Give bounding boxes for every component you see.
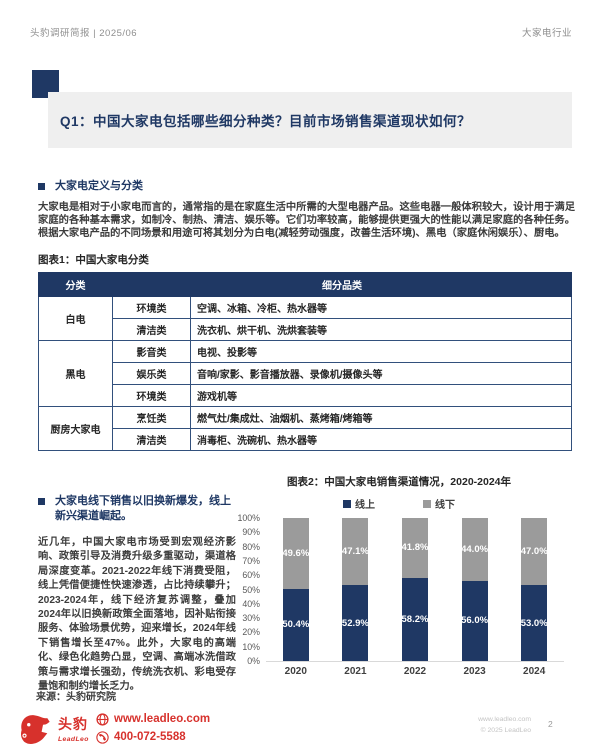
table-row: 白电 环境类 空调、冰箱、冷柜、热水器等	[38, 296, 572, 341]
bar-segment-offline: 47.1%	[342, 518, 369, 586]
square-bullet-icon	[38, 498, 45, 505]
column-header-subcategory: 细分品类	[112, 272, 572, 297]
y-axis-tick: 80%	[242, 541, 260, 552]
globe-icon	[96, 712, 109, 726]
chart-legend: 线上 线下	[226, 496, 572, 511]
category-cell: 白电	[38, 296, 113, 341]
sales-channel-chart: 图表2：中国大家电销售渠道情况，2020-2024年 线上 线下 49.6% 50.…	[226, 472, 572, 688]
table-header-row: 分类 细分品类	[38, 272, 572, 297]
square-bullet-icon	[38, 183, 45, 190]
subcategory-cell: 清洁类	[112, 428, 191, 451]
chart-bars: 49.6% 50.4% 2020 47.1% 52.9% 2021 41.8% 58.2% 20…	[266, 518, 564, 677]
y-axis-tick: 70%	[242, 555, 260, 566]
section-heading-channel: 大家电线下销售以旧换新爆发，线上新兴渠道崛起。	[38, 494, 238, 524]
bar-segment-offline: 44.0%	[461, 518, 488, 581]
website-link[interactable]: www.leadleo.com	[114, 713, 211, 725]
x-axis-label: 2023	[463, 666, 486, 677]
section-heading-definition: 大家电定义与分类	[38, 179, 558, 194]
footer-right-meta: www.leadleo.com © 2025 LeadLeo	[478, 714, 531, 736]
figure1-caption: 图表1：中国大家电分类	[38, 254, 149, 266]
stacked-bar: 41.8% 58.2% 2022	[401, 518, 428, 677]
table-row: 清洁类 洗衣机、烘干机、洗烘套装等	[39, 318, 572, 341]
legend-item: 线下	[423, 496, 455, 511]
category-cell: 厨房大家电	[38, 406, 113, 451]
y-axis-tick: 50%	[242, 584, 260, 595]
y-axis-tick: 60%	[242, 570, 260, 581]
y-axis-tick: 90%	[242, 527, 260, 538]
y-axis-tick: 20%	[242, 627, 260, 638]
subcategory-cell: 娱乐类	[112, 362, 191, 385]
table-row: 娱乐类 音响/家影、影音播放器、录像机/摄像头等	[39, 362, 572, 385]
definition-paragraph: 大家电是相对于小家电而言的，通常指的是在家庭生活中所需的大型电器产品。这些电器一…	[38, 202, 575, 239]
y-axis-tick: 10%	[242, 641, 260, 652]
source-note: 来源：头豹研究院	[36, 692, 116, 703]
x-axis-label: 2020	[284, 666, 307, 677]
bar-segment-offline: 47.0%	[521, 518, 548, 586]
classification-table: 分类 细分品类 白电 环境类 空调、冰箱、冷柜、热水器等 清洁类 洗衣机、烘干机、洗烘套…	[38, 272, 572, 451]
contact-block: www.leadleo.com 400-072-5588	[96, 711, 210, 745]
bar-segment-online: 58.2%	[401, 577, 428, 661]
items-cell: 洗衣机、烘干机、洗烘套装等	[190, 318, 572, 341]
question-title: Q1：中国大家电包括哪些细分种类？目前市场销售渠道现状如何？	[60, 114, 472, 129]
items-cell: 燃气灶/集成灶、油烟机、蒸烤箱/烤箱等	[190, 406, 572, 429]
stacked-bar: 44.0% 56.0% 2023	[461, 518, 488, 677]
channel-paragraph: 近几年，中国大家电市场受到宏观经济影响、政策引导及消费升级多重驱动，渠道格局深度…	[38, 537, 236, 693]
x-axis-label: 2024	[523, 666, 546, 677]
page-header: 头豹调研简报 | 2025/06 大家电行业	[30, 25, 572, 39]
table-row: 厨房大家电 烹饪类 燃气灶/集成灶、油烟机、蒸烤箱/烤箱等	[38, 406, 572, 451]
y-axis-tick: 40%	[242, 598, 260, 609]
stacked-bar: 49.6% 50.4% 2020	[282, 518, 309, 677]
bar-segment-online: 53.0%	[521, 585, 548, 661]
bar-segment-online: 52.9%	[342, 585, 369, 661]
report-series-label: 头豹调研简报 | 2025/06	[30, 28, 138, 39]
footer-copyright: © 2025 LeadLeo	[480, 727, 531, 734]
y-axis-tick: 30%	[242, 613, 260, 624]
legend-swatch-icon	[423, 499, 431, 508]
phone-number: 400-072-5588	[114, 731, 186, 743]
x-axis-label: 2022	[403, 666, 427, 677]
phone-icon	[96, 730, 109, 744]
items-cell: 电视、投影等	[190, 340, 572, 363]
figure2-caption: 图表2：中国大家电销售渠道情况，2020-2024年	[286, 476, 512, 488]
subcategory-cell: 清洁类	[112, 318, 191, 341]
items-cell: 消毒柜、洗碗机、热水器等	[190, 428, 572, 451]
stacked-bar: 47.0% 53.0% 2024	[521, 518, 548, 677]
items-cell: 音响/家影、影音播放器、录像机/摄像头等	[190, 362, 572, 385]
table-row: 清洁类 消毒柜、洗碗机、热水器等	[39, 428, 572, 451]
legend-swatch-icon	[343, 499, 351, 508]
bar-segment-offline: 41.8%	[401, 518, 428, 578]
table-row: 环境类 游戏机等	[39, 384, 572, 407]
column-header-category: 分类	[38, 272, 113, 297]
category-cell: 黑电	[38, 340, 113, 407]
question-title-box: Q1：中国大家电包括哪些细分种类？目前市场销售渠道现状如何？	[48, 92, 572, 148]
brand-name-cn: 头豹	[58, 716, 88, 732]
section-heading-text: 大家电线下销售以旧换新爆发，线上新兴渠道崛起。	[55, 495, 231, 522]
stacked-bar: 47.1% 52.9% 2021	[342, 518, 369, 677]
items-cell: 空调、冰箱、冷柜、热水器等	[190, 296, 572, 319]
brand-block: 头豹 LeadLeo	[58, 714, 89, 743]
page-number: 2	[548, 719, 553, 729]
subcategory-cell: 环境类	[112, 296, 191, 319]
bar-segment-online: 56.0%	[461, 580, 488, 661]
industry-label: 大家电行业	[521, 28, 572, 39]
section-heading-text: 大家电定义与分类	[55, 180, 143, 192]
y-axis-tick: 0%	[247, 656, 260, 666]
y-axis-tick: 100%	[237, 513, 261, 523]
table-row: 黑电 影音类 电视、投影等	[38, 340, 572, 407]
bar-segment-offline: 49.6%	[282, 518, 309, 589]
items-cell: 游戏机等	[190, 384, 572, 407]
subcategory-cell: 影音类	[112, 340, 191, 363]
legend-item: 线上	[343, 496, 375, 511]
subcategory-cell: 烹饪类	[112, 406, 191, 429]
subcategory-cell: 环境类	[112, 384, 191, 407]
chart-plot-area: 49.6% 50.4% 2020 47.1% 52.9% 2021 41.8% 58.2% 20…	[238, 513, 564, 677]
classification-table-body: 白电 环境类 空调、冰箱、冷柜、热水器等 清洁类 洗衣机、烘干机、洗烘套装等 黑电 影音类电…	[38, 296, 572, 451]
x-axis-label: 2021	[344, 666, 367, 677]
leadleo-leopard-logo-icon	[21, 715, 50, 744]
footer-site: www.leadleo.com	[478, 716, 531, 723]
bar-segment-online: 50.4%	[282, 588, 309, 661]
brand-name-en: LeadLeo	[58, 736, 89, 743]
